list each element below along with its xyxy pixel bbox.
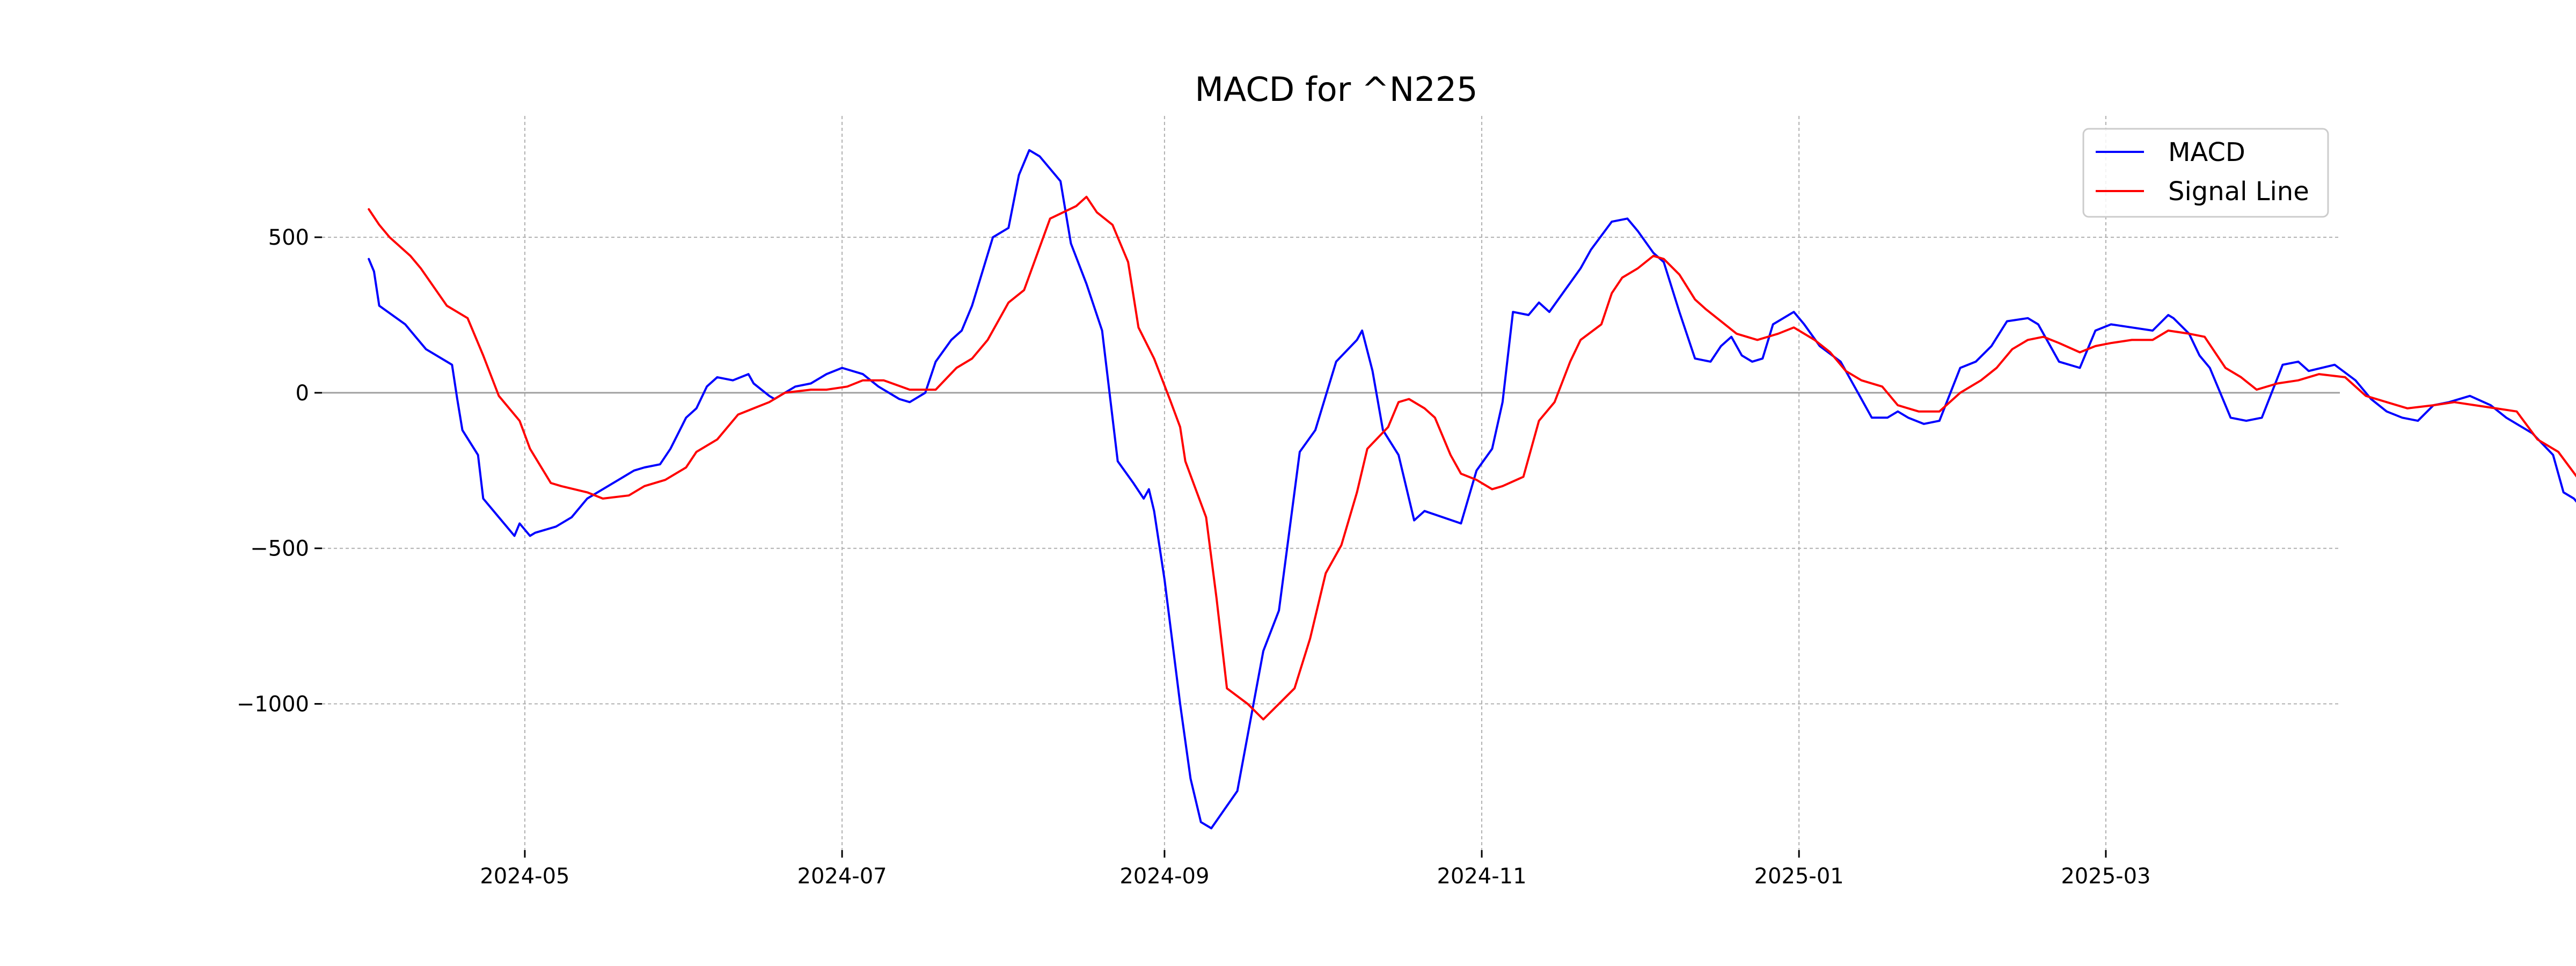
legend[interactable]: MACD Signal Line xyxy=(2082,128,2329,218)
legend-label-signal-line: Signal Line xyxy=(2168,177,2309,207)
x-tick-label: 2025-03 xyxy=(2061,864,2150,889)
grid xyxy=(322,116,2340,850)
y-tick-label: −500 xyxy=(250,537,309,561)
x-tick-label: 2024-09 xyxy=(1119,864,1209,889)
legend-label-macd: MACD xyxy=(2168,137,2245,167)
y-tick-label: −1000 xyxy=(237,692,309,717)
y-tick-label: 500 xyxy=(268,225,309,250)
x-tick-label: 2024-07 xyxy=(797,864,887,889)
macd-series-line xyxy=(368,149,2576,830)
x-tick-label: 2024-05 xyxy=(480,864,569,889)
signal-series-line xyxy=(368,195,2576,721)
chart-title: MACD for ^N225 xyxy=(1195,70,1477,109)
x-axis: 2024-05 2024-07 2024-09 2024-11 2025-01 2025-… xyxy=(480,850,2150,889)
x-tick-label: 2025-01 xyxy=(1754,864,1844,889)
y-tick-label: 0 xyxy=(296,381,309,406)
y-axis: 500 0 −500 −1000 xyxy=(237,225,322,717)
legend-box xyxy=(2082,128,2329,218)
x-tick-label: 2024-11 xyxy=(1437,864,1526,889)
series-lines xyxy=(368,149,2576,830)
